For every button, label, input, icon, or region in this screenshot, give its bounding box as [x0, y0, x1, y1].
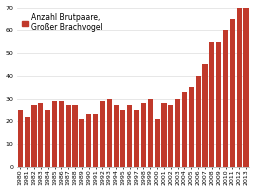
Bar: [236, 8, 241, 167]
Legend: Anzahl Brutpaare,
Großer Brachvogel: Anzahl Brutpaare, Großer Brachvogel: [21, 11, 104, 34]
Bar: [174, 99, 180, 167]
Bar: [24, 117, 30, 167]
Bar: [120, 110, 125, 167]
Bar: [38, 103, 43, 167]
Bar: [134, 110, 139, 167]
Bar: [209, 42, 214, 167]
Bar: [45, 110, 50, 167]
Bar: [140, 103, 146, 167]
Bar: [99, 101, 105, 167]
Bar: [31, 105, 36, 167]
Bar: [202, 64, 207, 167]
Bar: [93, 114, 98, 167]
Bar: [113, 105, 118, 167]
Bar: [127, 105, 132, 167]
Bar: [188, 87, 193, 167]
Bar: [18, 110, 23, 167]
Bar: [222, 30, 227, 167]
Bar: [72, 105, 77, 167]
Bar: [181, 92, 186, 167]
Bar: [65, 105, 71, 167]
Bar: [86, 114, 91, 167]
Bar: [243, 0, 248, 167]
Bar: [229, 19, 234, 167]
Bar: [215, 42, 220, 167]
Bar: [154, 119, 159, 167]
Bar: [147, 99, 152, 167]
Bar: [79, 119, 84, 167]
Bar: [161, 103, 166, 167]
Bar: [168, 105, 173, 167]
Bar: [59, 101, 64, 167]
Bar: [106, 99, 111, 167]
Bar: [52, 101, 57, 167]
Bar: [195, 76, 200, 167]
